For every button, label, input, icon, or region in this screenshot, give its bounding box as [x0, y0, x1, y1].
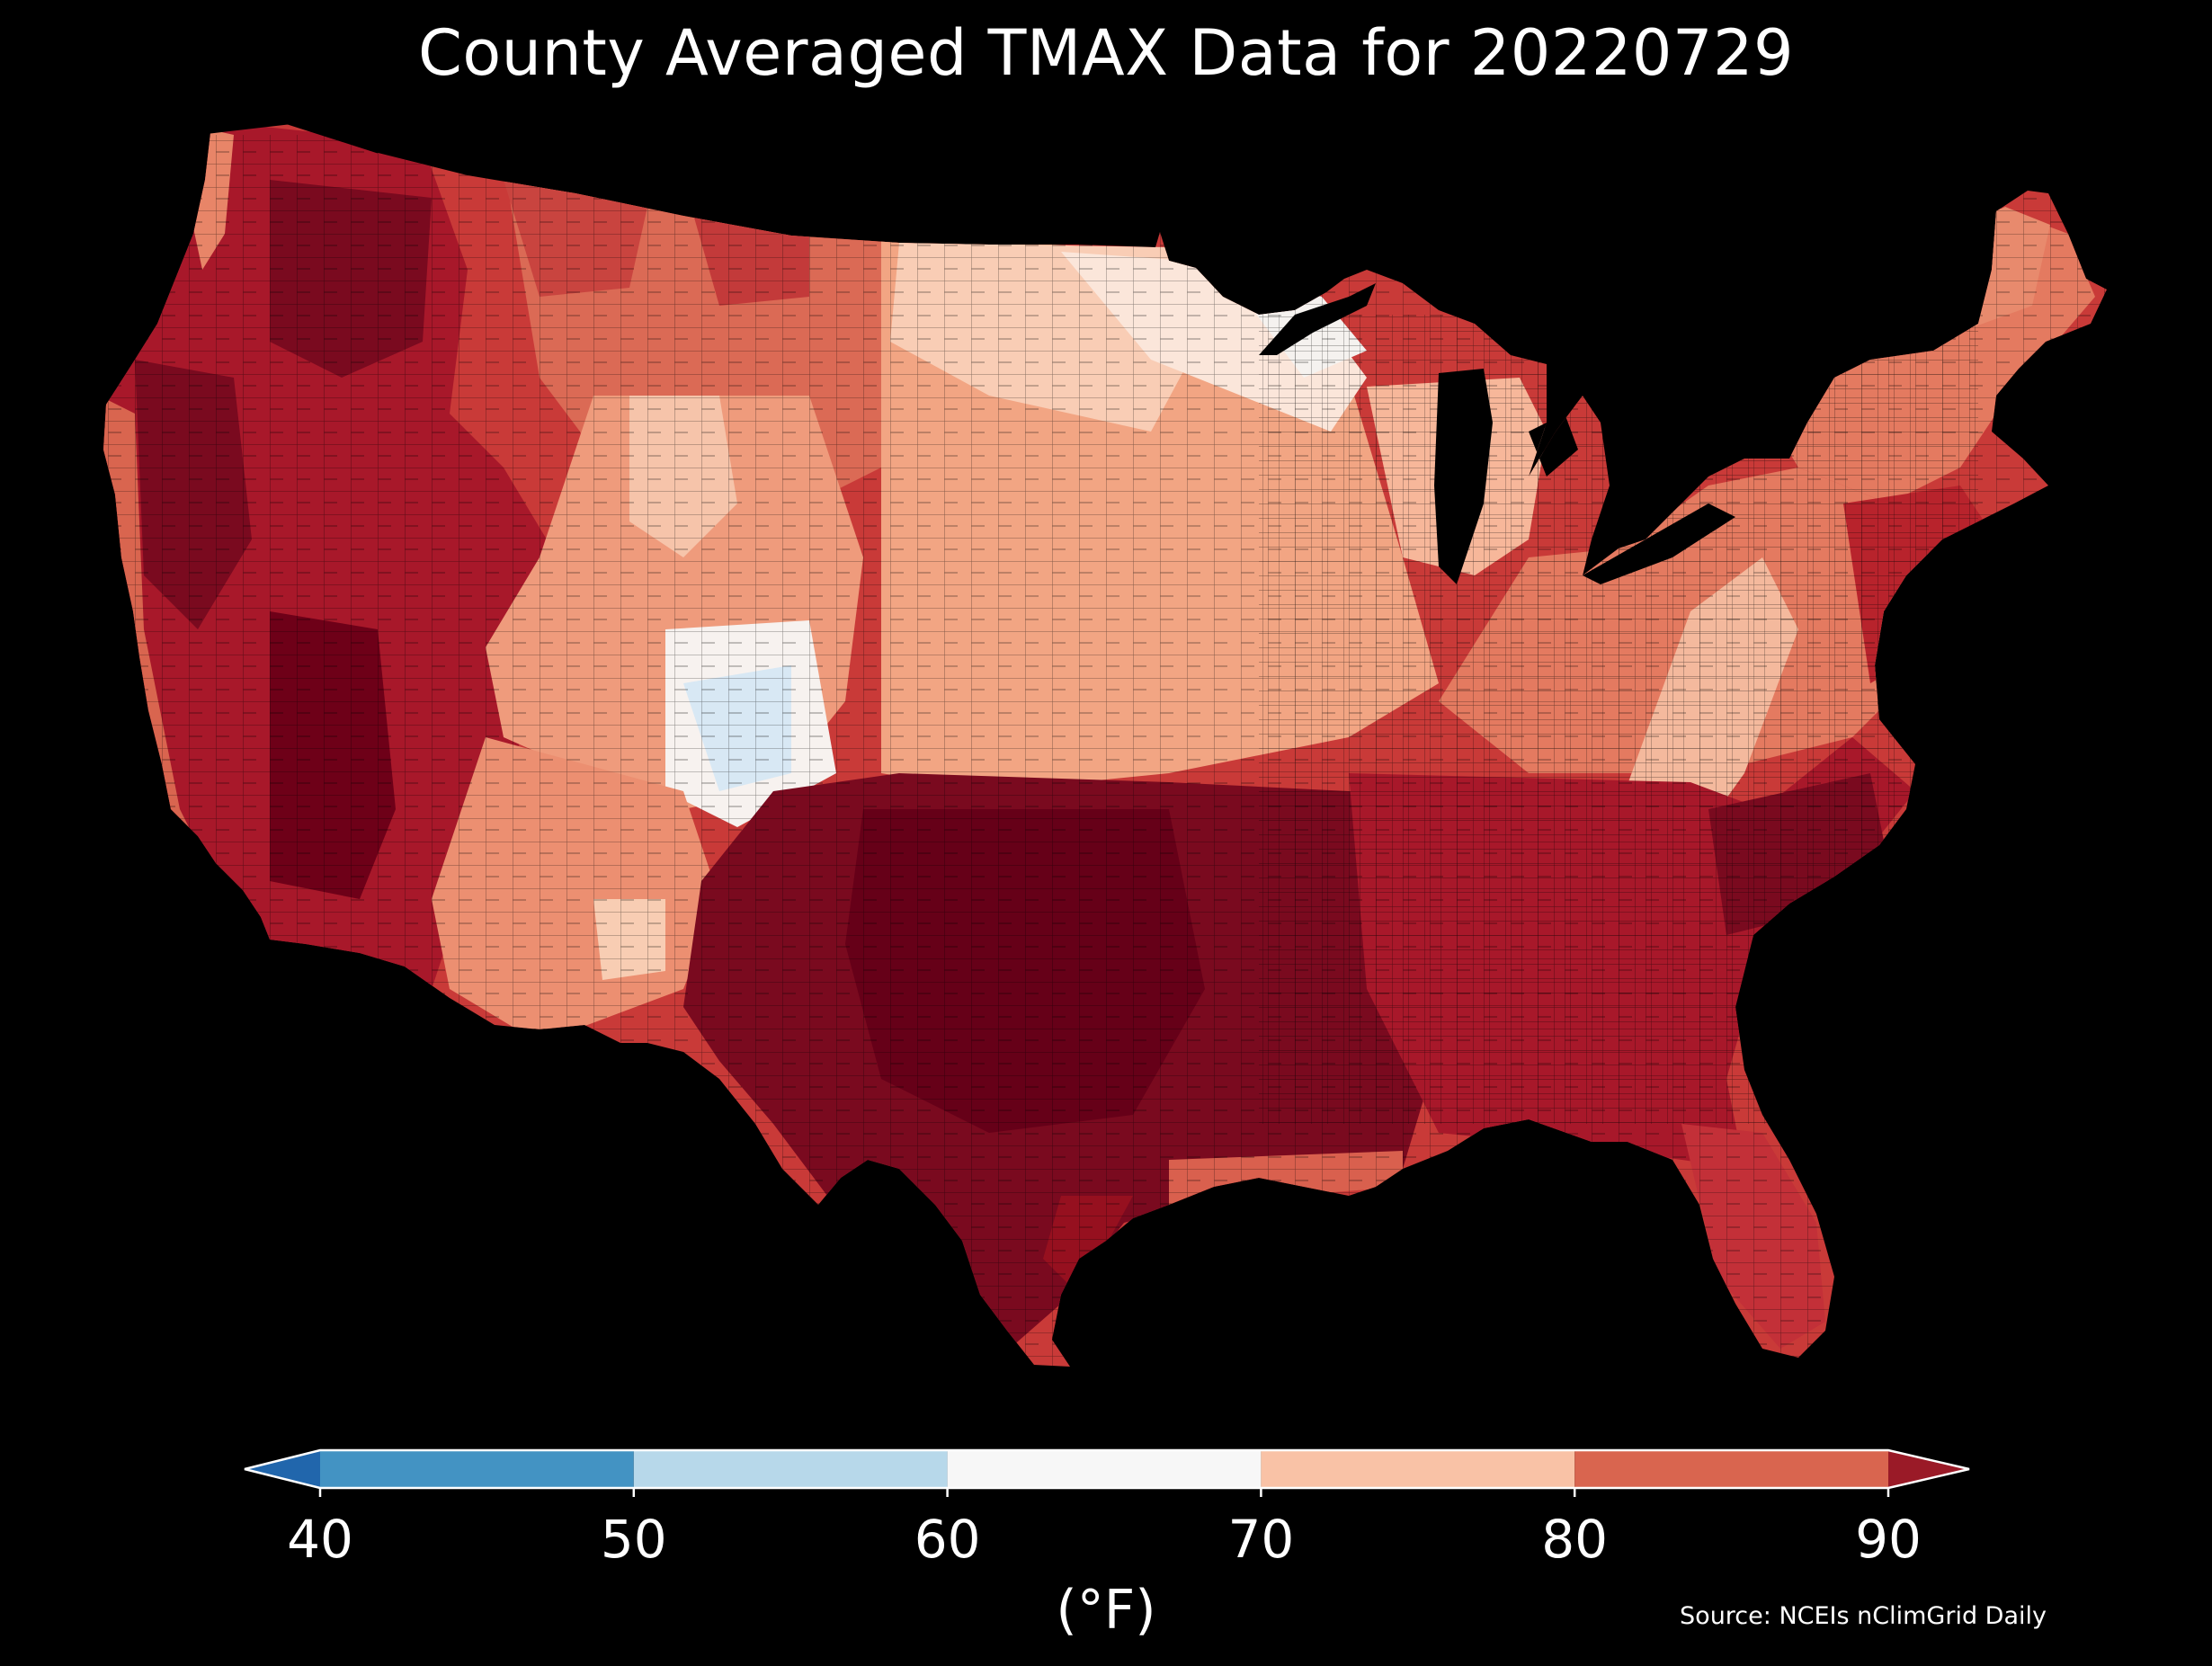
map-title: County Averaged TMAX Data for 20220729: [417, 16, 1795, 90]
colorbar-tick-label: 40: [287, 1509, 353, 1570]
source-note: Source: NCEIs nClimGrid Daily: [1680, 1602, 2047, 1630]
colorbar-bin: [1261, 1450, 1575, 1488]
colorbar-unit-label: (°F): [1056, 1579, 1156, 1642]
colorbar-tick-label: 70: [1227, 1509, 1295, 1570]
colorbar-tick-label: 60: [914, 1509, 981, 1570]
choropleth-map: [103, 123, 2107, 1367]
colorbar-extend-high: [1888, 1450, 1969, 1488]
colorbar-bins: [245, 1450, 1969, 1488]
colorbar-bin: [947, 1450, 1262, 1488]
great-lakes: [1259, 283, 1735, 584]
colorbar-extend-low: [245, 1450, 320, 1488]
colorbar-tickmarks: [318, 1488, 1890, 1497]
colorbar-tick-label: 80: [1541, 1509, 1609, 1570]
colorbar-tick-label: 90: [1855, 1509, 1922, 1570]
colorbar-tick-label: 50: [600, 1509, 667, 1570]
colorbar-bin: [320, 1450, 634, 1488]
colorbar-bin: [633, 1450, 948, 1488]
colorbar-bin: [1574, 1450, 1888, 1488]
